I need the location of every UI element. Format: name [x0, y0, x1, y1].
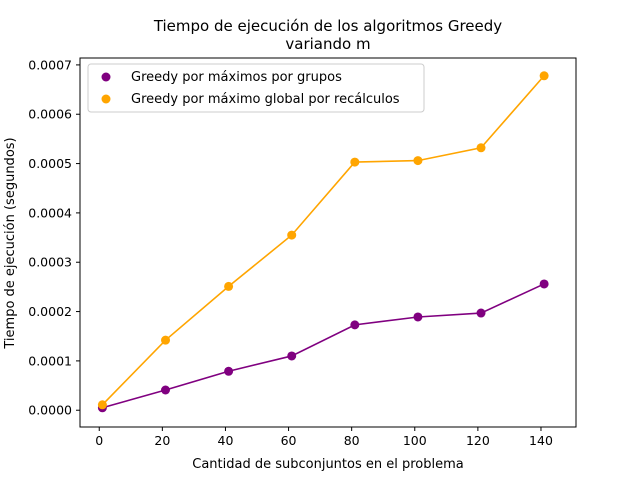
series-1-point-5 — [413, 156, 423, 166]
chart-title-line-1: Tiempo de ejecución de los algoritmos Gr… — [153, 17, 502, 35]
y-tick-label-7: 0.0007 — [28, 57, 72, 72]
series-1-point-1 — [161, 335, 171, 345]
y-axis-ticks: 0.0000 0.0001 0.0002 0.0003 0.0004 0.0005 0.00… — [28, 57, 80, 418]
legend-label-greedy-maximo-global: Greedy por máximo global por recálculos — [131, 92, 400, 107]
x-tick-label-5: 100 — [403, 433, 427, 448]
y-tick-label-0: 0.0000 — [28, 403, 72, 418]
series-0-point-3 — [287, 351, 297, 361]
x-tick-label-7: 140 — [529, 433, 553, 448]
series-1-line — [101, 75, 545, 406]
series-0-point-5 — [413, 312, 423, 322]
series-1-point-2 — [224, 281, 234, 291]
y-tick-label-2: 0.0002 — [28, 304, 72, 319]
legend-marker-greedy-maximo-global — [101, 94, 111, 104]
plot-frame — [79, 57, 577, 428]
y-tick-label-6: 0.0006 — [28, 107, 72, 122]
series-1-point-3 — [287, 230, 297, 240]
x-tick-label-2: 40 — [218, 433, 234, 448]
y-tick-label-4: 0.0004 — [28, 205, 72, 220]
series-0-point-7 — [539, 279, 549, 289]
y-tick-label-5: 0.0005 — [28, 156, 72, 171]
y-tick-label-1: 0.0001 — [28, 353, 72, 368]
legend: Greedy por máximos por grupos Greedy por… — [87, 63, 425, 113]
chart-title-line-2: variando m — [285, 35, 370, 53]
legend-label-greedy-maximos-por-grupos: Greedy por máximos por grupos — [131, 70, 342, 85]
series-0-point-2 — [224, 366, 234, 376]
x-axis-ticks: 0 20 40 60 80 100 120 140 — [95, 427, 553, 448]
x-tick-label-4: 80 — [344, 433, 360, 448]
series-1-point-7 — [539, 71, 549, 81]
y-axis-label: Tiempo de ejecución (segundos) — [3, 137, 18, 349]
x-tick-label-1: 20 — [154, 433, 170, 448]
x-axis-label: Cantidad de subconjuntos en el problema — [192, 457, 464, 472]
series-0-point-6 — [476, 308, 486, 318]
y-tick-label-3: 0.0003 — [28, 255, 72, 270]
series-1-point-0 — [97, 400, 107, 410]
series-0-line — [102, 283, 545, 409]
series-0-point-4 — [350, 320, 360, 330]
series-1-point-6 — [476, 143, 486, 153]
x-tick-label-0: 0 — [95, 433, 103, 448]
legend-box — [87, 63, 425, 113]
x-tick-label-3: 60 — [281, 433, 297, 448]
plot-marks — [97, 71, 549, 413]
series-0-point-1 — [161, 385, 171, 395]
series-1-point-4 — [350, 157, 360, 167]
x-tick-label-6: 120 — [466, 433, 490, 448]
legend-marker-greedy-maximos-por-grupos — [101, 72, 111, 82]
